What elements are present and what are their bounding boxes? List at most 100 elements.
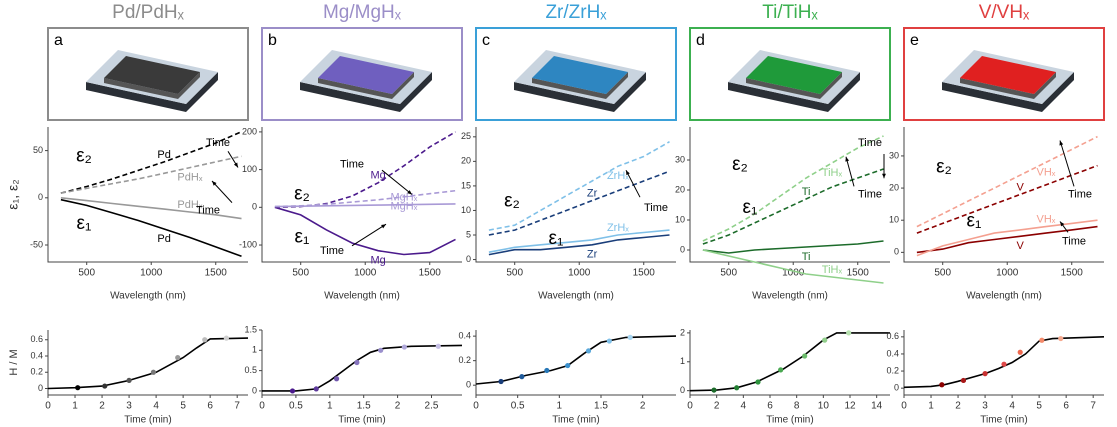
x-tick-label: 1500 — [205, 268, 228, 279]
point — [1058, 336, 1063, 341]
series-line — [917, 137, 1098, 227]
figure: Pd/PdHₓa50010001500-50050Wavelength (nm)… — [0, 0, 1117, 427]
x-tick-label: 1.5 — [357, 401, 371, 412]
series-label: Zr — [587, 249, 598, 261]
point — [354, 360, 359, 365]
x-tick-label: 5 — [180, 401, 186, 412]
y-tick-label: 2 — [680, 327, 685, 337]
x-tick-label: 8 — [794, 401, 800, 412]
x-tick-label: 0 — [45, 401, 51, 412]
y-tick-label: 0 — [38, 383, 43, 393]
x-axis-title: Time (min) — [552, 415, 599, 426]
y-tick-label: 10 — [889, 215, 899, 225]
y-tick-label: 200 — [242, 126, 257, 136]
panel-letter: c — [482, 32, 490, 49]
x-tick-label: 6 — [1063, 401, 1069, 412]
y-tick-label: 0 — [252, 202, 257, 212]
annotation: ε₁ — [967, 211, 982, 232]
x-tick-label: 6 — [207, 401, 213, 412]
x-tick-label: 500 — [292, 268, 309, 279]
annotation-arrow — [352, 224, 386, 246]
point — [755, 379, 760, 384]
x-tick-label: 0 — [687, 401, 693, 412]
arrow-head — [1059, 141, 1063, 146]
y-axis-title: ε₁, ε₂ — [5, 179, 21, 209]
x-tick-label: 1500 — [1061, 268, 1084, 279]
annotation: ε₁ — [549, 228, 564, 249]
y-tick-label: 1.5 — [244, 324, 257, 334]
x-axis-title: Time (min) — [124, 415, 171, 426]
series-line — [703, 241, 884, 253]
point — [565, 363, 570, 368]
y-tick-label: 0.4 — [886, 348, 899, 358]
x-tick-label: 3 — [982, 401, 988, 412]
panel-title: V/VHₓ — [979, 2, 1030, 23]
y-tick-label: 0.5 — [244, 365, 257, 375]
series-line — [489, 142, 670, 230]
point — [202, 337, 207, 342]
annotation: Time — [644, 202, 668, 214]
series-label: Pd — [157, 149, 170, 161]
x-tick-label: 500 — [78, 268, 95, 279]
annotation: Time — [340, 159, 364, 171]
x-tick-label: 1 — [928, 401, 934, 412]
axes — [476, 330, 676, 395]
point — [939, 382, 944, 387]
series-line — [703, 136, 884, 241]
series-label: TiHₓ — [822, 167, 843, 179]
y-tick-label: 0 — [466, 380, 471, 390]
annotation: ε₂ — [732, 154, 748, 175]
y-tick-label: 1 — [680, 356, 685, 366]
annotation: ε₁ — [295, 227, 310, 248]
annotation: Time — [196, 205, 220, 217]
annotation: ε₂ — [76, 146, 92, 167]
annotation: ε₂ — [504, 190, 520, 211]
y-tick-label: 20 — [675, 184, 685, 194]
point — [1018, 350, 1023, 355]
y-tick-label: -50 — [30, 239, 43, 249]
panel-title: Pd/PdHₓ — [112, 2, 184, 23]
point — [1039, 338, 1044, 343]
series-line — [690, 333, 890, 391]
point — [498, 379, 503, 384]
point — [151, 370, 156, 375]
x-axis-title: Wavelength (nm) — [538, 291, 614, 302]
y-tick-label: 0 — [680, 244, 685, 254]
series-label: Ti — [802, 186, 811, 198]
x-tick-label: 2 — [395, 401, 401, 412]
series-line — [489, 230, 670, 252]
series-label: TiHₓ — [822, 264, 843, 276]
annotation: ε₁ — [743, 197, 758, 218]
point — [982, 371, 987, 376]
y-tick-label: 0 — [252, 385, 257, 395]
x-tick-label: 1000 — [996, 268, 1019, 279]
point — [175, 355, 180, 360]
x-axis-title: Wavelength (nm) — [752, 291, 828, 302]
x-tick-label: 0 — [901, 401, 907, 412]
x-tick-label: 14 — [871, 401, 883, 412]
x-tick-label: 500 — [720, 268, 737, 279]
point — [334, 376, 339, 381]
arrow-head — [381, 224, 386, 228]
x-tick-label: 2.5 — [425, 401, 439, 412]
y-tick-label: 0 — [466, 254, 471, 264]
x-tick-label: 1000 — [568, 268, 591, 279]
y-tick-label: 0 — [38, 192, 43, 202]
point — [607, 338, 612, 343]
series-label: ZrHₓ — [607, 222, 629, 234]
point — [102, 383, 107, 388]
y-tick-label: 0 — [680, 385, 685, 395]
series-label: Ti — [802, 251, 811, 263]
panel-title: Zr/ZrHₓ — [545, 2, 607, 23]
x-tick-label: 2 — [640, 401, 646, 412]
y-tick-label: 0.4 — [30, 350, 43, 360]
y-tick-label: 10 — [461, 205, 471, 215]
annotation: Time — [206, 137, 230, 149]
y-tick-label: 0 — [894, 247, 899, 257]
series-label: Mg — [370, 255, 385, 267]
panel-letter: e — [910, 32, 919, 49]
series-line — [476, 336, 676, 384]
x-tick-label: 0.5 — [289, 401, 303, 412]
y-tick-label: 0 — [894, 383, 899, 393]
y-tick-label: 0.4 — [458, 331, 471, 341]
